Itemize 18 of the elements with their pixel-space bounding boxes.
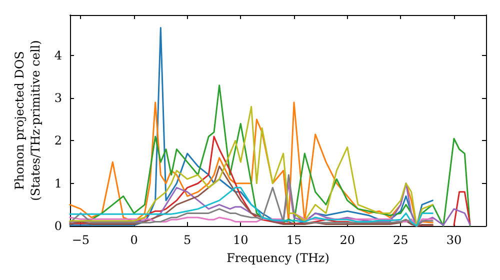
y-tick-label: 3 [54, 91, 62, 106]
x-tick-label: 0 [130, 233, 138, 247]
line-series [69, 27, 434, 227]
y-axis-title: Phonon projected DOS (States/THz·primitive cell) [12, 40, 42, 201]
x-axis-title: Frequency (THz) [226, 251, 330, 265]
x-tick-label: 30 [446, 233, 462, 247]
x-tick-label: 10 [233, 233, 248, 247]
y-tick-label: 1 [54, 176, 62, 190]
x-tick-label: −5 [72, 233, 90, 247]
line-series [69, 182, 471, 227]
x-tick-label: 5 [184, 233, 192, 247]
y-tick-label: 2 [54, 134, 62, 148]
line-series [69, 186, 434, 227]
y-tick-label: 4 [54, 48, 62, 62]
x-tick-label: 20 [340, 233, 355, 247]
x-tick-label: 15 [286, 233, 302, 247]
y-tick-label: 0 [54, 219, 62, 233]
x-tick-label: 25 [393, 233, 408, 247]
